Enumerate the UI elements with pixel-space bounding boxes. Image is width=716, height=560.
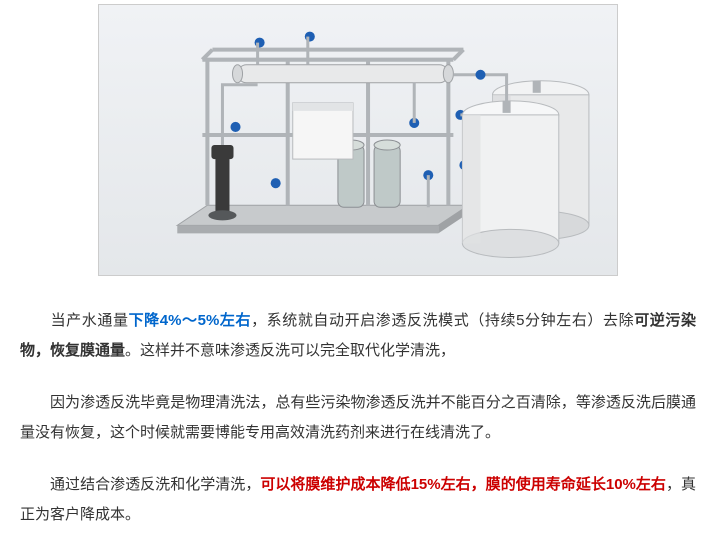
equipment-render-figure	[98, 4, 618, 276]
p1-t5: 。这样并不意味渗透反洗可以完全取代化学清洗，	[125, 342, 455, 359]
p1-drop-pct: 下降4%～5%左右	[129, 312, 252, 329]
p3-t1: 通过结合渗透反洗和化学清洗，	[50, 476, 260, 493]
p1-t1: 当产水通量	[50, 312, 129, 329]
p2-t1: 因为渗透反洗毕竟是物理清洗法，总有些污染物渗透反洗并不能百分之百清除，等渗透反洗…	[20, 394, 696, 441]
p1-t3: ，系统就自动开启渗透反洗模式（持续5分钟左右）去除	[251, 312, 634, 329]
paragraph-3: 通过结合渗透反洗和化学清洗，可以将膜维护成本降低15%左右，膜的使用寿命延长10…	[20, 470, 696, 530]
equipment-svg	[107, 13, 609, 267]
paragraph-1: 当产水通量下降4%～5%左右，系统就自动开启渗透反洗模式（持续5分钟左右）去除可…	[20, 306, 696, 366]
p3-savings: 可以将膜维护成本降低15%左右，膜的使用寿命延长10%左右	[260, 476, 666, 493]
paragraph-2: 因为渗透反洗毕竟是物理清洗法，总有些污染物渗透反洗并不能百分之百清除，等渗透反洗…	[20, 388, 696, 448]
